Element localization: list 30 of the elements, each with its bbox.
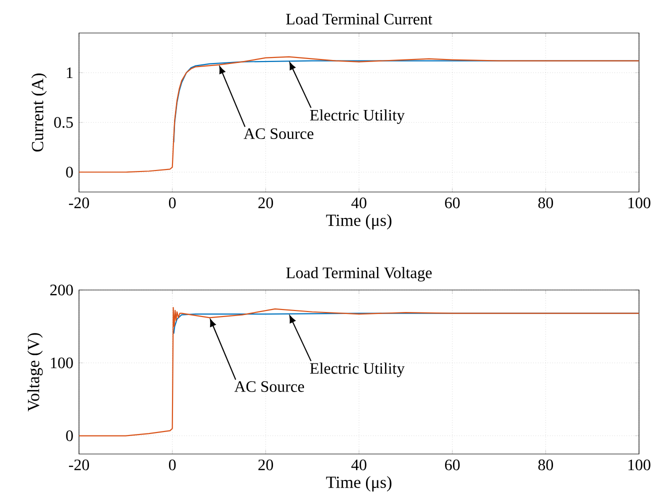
x-tick-label: 0 bbox=[168, 460, 176, 470]
annotation: Electric Utility bbox=[310, 362, 405, 378]
annotation: AC Source bbox=[234, 381, 304, 392]
y-tick-label: 0.5 bbox=[54, 117, 73, 128]
annotation: Electric Utility bbox=[310, 109, 405, 124]
chart-title: Load Terminal Voltage bbox=[286, 267, 432, 282]
x-tick-label: -20 bbox=[68, 460, 90, 470]
x-tick-label: 100 bbox=[628, 198, 650, 208]
x-tick-label: 40 bbox=[351, 198, 366, 208]
x-axis-title: Time (μs) bbox=[326, 476, 392, 492]
y-tick-label: 0 bbox=[66, 166, 73, 178]
x-tick-label: 40 bbox=[351, 460, 366, 470]
y-axis-title: Voltage (V) bbox=[27, 333, 43, 412]
y-tick-label: 200 bbox=[50, 284, 73, 296]
y-tick-label: 1 bbox=[66, 67, 73, 78]
x-tick-label: 80 bbox=[538, 198, 554, 208]
annotation: AC Source bbox=[244, 128, 314, 140]
y-tick-label: 0 bbox=[66, 430, 73, 442]
x-tick-label: 60 bbox=[445, 460, 460, 470]
x-tick-label: 20 bbox=[258, 198, 274, 208]
y-axis-title: Current (A) bbox=[31, 74, 47, 152]
x-axis-title: Time (μs) bbox=[326, 214, 392, 230]
x-tick-label: 80 bbox=[538, 460, 554, 470]
x-tick-label: 60 bbox=[445, 198, 460, 208]
x-tick-label: 20 bbox=[258, 460, 274, 470]
x-tick-label: -20 bbox=[68, 198, 90, 208]
chart-title: Load Terminal Current bbox=[286, 13, 432, 25]
y-tick-label: 100 bbox=[50, 358, 73, 368]
x-tick-label: 100 bbox=[628, 460, 650, 470]
x-tick-label: 0 bbox=[168, 198, 176, 208]
